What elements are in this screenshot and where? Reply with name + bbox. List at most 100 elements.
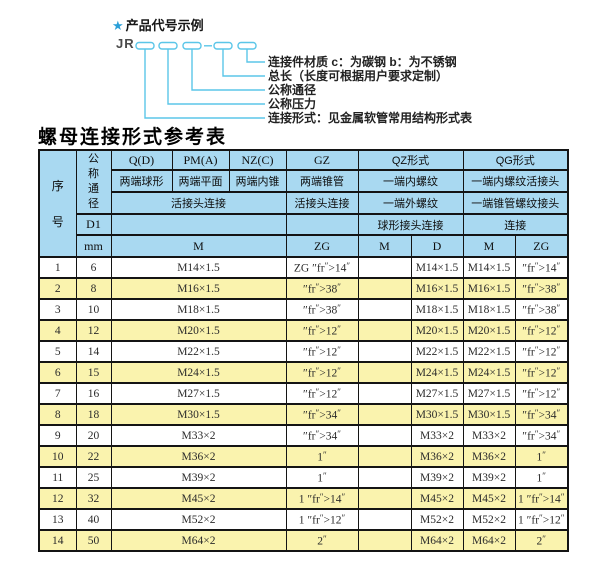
cell-qg-zg: 2″ [514, 529, 569, 552]
cell-qg-zg: 1″ [514, 466, 569, 489]
cell-qz-d: M45×2 [410, 487, 464, 510]
cell-dn: 12 [75, 319, 112, 342]
cell-qz-m [357, 340, 412, 363]
cell-qg-zg: 1″ [514, 445, 569, 468]
cell-m: M27×1.5 [110, 382, 287, 405]
cell-qg-m: M24×1.5 [462, 361, 516, 384]
code-box [237, 41, 257, 50]
cell-dn: 16 [75, 382, 112, 405]
cell-qz-d: M36×2 [410, 445, 464, 468]
code-prefix: JR [116, 36, 135, 51]
page-title: 螺母连接形式参考表 [38, 127, 228, 148]
cell-qg-m: M39×2 [462, 466, 516, 489]
connector-line [191, 49, 265, 91]
header-d1: D1 [75, 213, 112, 236]
header-m: M [110, 234, 287, 258]
cell-gz-zg: ″fr″>12″ [285, 340, 359, 363]
code-box [182, 41, 202, 50]
cell-qg-m: M33×2 [462, 424, 516, 447]
cell-seq: 7 [38, 382, 77, 405]
cell-qz-m [357, 508, 412, 531]
cell-gz-zg: ″fr″>12″ [285, 361, 359, 384]
cell-seq: 9 [38, 424, 77, 447]
cell-m: M33×2 [110, 424, 287, 447]
cell-m: M22×1.5 [110, 340, 287, 363]
cell-seq: 4 [38, 319, 77, 342]
diagram-title-text: 产品代号示例 [125, 18, 204, 33]
cell-seq: 12 [38, 487, 77, 510]
code-label-diameter: 公称通径 [268, 83, 317, 97]
cell-qg-m: M20×1.5 [462, 319, 516, 342]
table-row: 3 10 M18×1.5 ″fr″>38″ M18×1.5 M18×1.5 ″fr″>38″ [38, 298, 569, 321]
cell-m: M52×2 [110, 508, 287, 531]
cell-qg-zg: ″fr″>34″ [514, 424, 569, 447]
header-col-gz: GZ [285, 149, 359, 171]
cell-dn: 18 [75, 403, 112, 426]
cell-dn: 6 [75, 256, 112, 279]
cell-gz-zg: 1 ″fr″>12″ [285, 508, 359, 531]
code-label-connection: 连接形式：见金属软管常用结构形式表 [268, 111, 473, 125]
cell-qz-m [357, 445, 412, 468]
cell-gz-zg: ZG ″fr″>14″ [285, 256, 359, 279]
cell-qg-m: M30×1.5 [462, 403, 516, 426]
cell-qg-zg: ″fr″>14″ [514, 256, 569, 279]
header-empty-span [110, 213, 287, 236]
cell-seq: 11 [38, 466, 77, 489]
code-label-material: 连接件材质 c：为碳钢 b：为不锈钢 [268, 55, 457, 69]
cell-dn: 25 [75, 466, 112, 489]
table-row: 8 18 M30×1.5 ″fr″>34″ M30×1.5 M30×1.5 ″fr″>34″ [38, 403, 569, 426]
cell-gz-zg: ″fr″>38″ [285, 298, 359, 321]
header-qg-desc2: 一端锥管螺纹接头 [462, 191, 569, 215]
cell-seq: 10 [38, 445, 77, 468]
header-qz-d: D [410, 234, 464, 258]
diagram-title: ★ 产品代号示例 [112, 15, 204, 34]
cell-gz-zg: 1 ″fr″>14″ [285, 487, 359, 510]
cell-qg-zg: 1 ″fr″>12″ [514, 508, 569, 531]
cell-qz-m [357, 361, 412, 384]
header-qz-m: M [357, 234, 412, 258]
cell-qz-m [357, 403, 412, 426]
cell-dn: 50 [75, 529, 112, 552]
cell-qg-m: M27×1.5 [462, 382, 516, 405]
header-q-desc: 两端球形 [110, 169, 173, 193]
cell-m: M45×2 [110, 487, 287, 510]
table-row: 7 16 M27×1.5 ″fr″>12″ M27×1.5 M27×1.5 ″fr″>12″ [38, 382, 569, 405]
code-box [158, 41, 178, 50]
cell-qg-zg: ″fr″>34″ [514, 403, 569, 426]
cell-qz-d: M20×1.5 [410, 319, 464, 342]
table-row: 11 25 M39×2 1″ M39×2 M39×2 1″ [38, 466, 569, 489]
header-zg: ZG [285, 234, 359, 258]
header-nz-desc: 两端内锥 [228, 169, 287, 193]
cell-qg-m: M22×1.5 [462, 340, 516, 363]
table-row: 9 20 M33×2 ″fr″>34″ M33×2 M33×2 ″fr″>34″ [38, 424, 569, 447]
cell-qz-m [357, 424, 412, 447]
table-row: 5 14 M22×1.5 ″fr″>12″ M22×1.5 M22×1.5 ″fr″>12″ [38, 340, 569, 363]
code-label-pressure: 公称压力 [268, 97, 317, 111]
connector-line [246, 49, 265, 63]
code-box [135, 41, 155, 50]
cell-m: M39×2 [110, 466, 287, 489]
header-gz-union-desc: 活接头连接 [285, 191, 359, 215]
table-row: 10 22 M36×2 1″ M36×2 M36×2 1″ [38, 445, 569, 468]
cell-qz-m [357, 487, 412, 510]
cell-dn: 20 [75, 424, 112, 447]
cell-m: M16×1.5 [110, 277, 287, 300]
cell-qz-d: M64×2 [410, 529, 464, 552]
header-union-desc: 活接头连接 [110, 191, 287, 215]
cell-m: M20×1.5 [110, 319, 287, 342]
cell-qg-zg: ″fr″>38″ [514, 277, 569, 300]
cell-m: M36×2 [110, 445, 287, 468]
header-qz-desc1: 一端内螺纹 [357, 169, 464, 193]
header-mm: mm [75, 234, 112, 258]
cell-gz-zg: 1″ [285, 466, 359, 489]
cell-qg-m: M16×1.5 [462, 277, 516, 300]
header-qg-zg: ZG [514, 234, 569, 258]
cell-qg-zg: ″fr″>12″ [514, 361, 569, 384]
header-pm-desc: 两端平面 [171, 169, 230, 193]
cell-qz-d: M33×2 [410, 424, 464, 447]
cell-gz-zg: 1″ [285, 445, 359, 468]
cell-seq: 6 [38, 361, 77, 384]
header-qz-desc2: 一端外螺纹 [357, 191, 464, 215]
header-qg-desc1: 一端内螺纹活接头 [462, 169, 569, 193]
cell-qg-m: M18×1.5 [462, 298, 516, 321]
